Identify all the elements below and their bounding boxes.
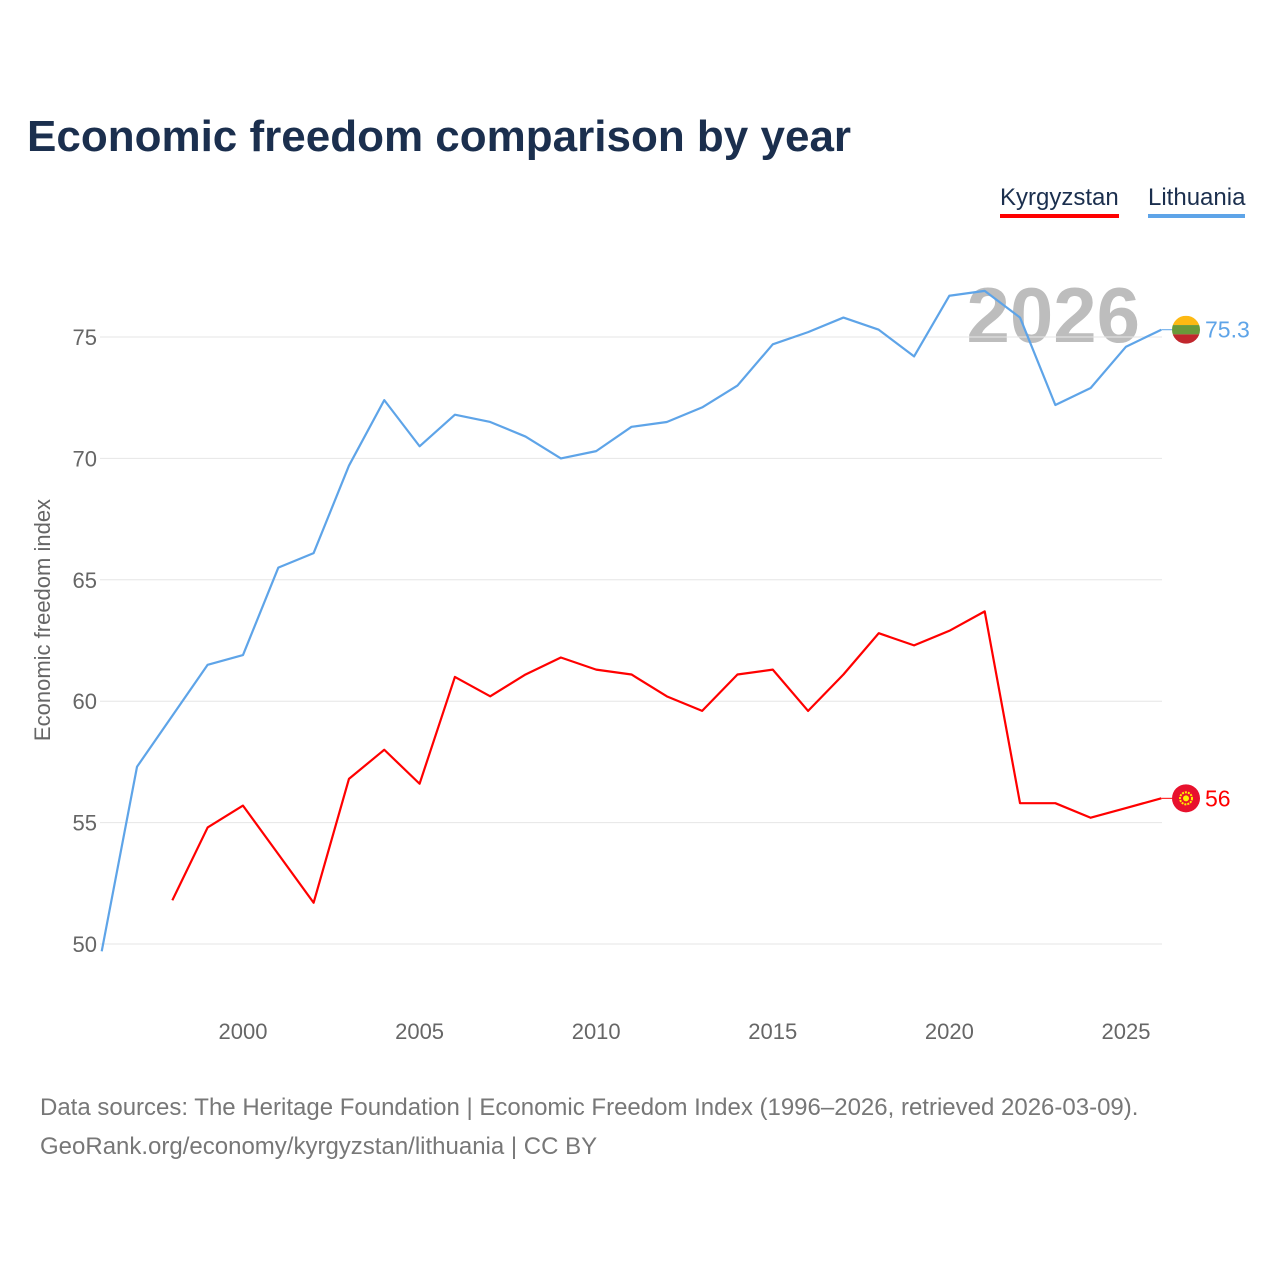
y-tick-label: 50 xyxy=(73,932,97,957)
flag-stripe xyxy=(1172,315,1200,326)
x-tick-label: 2010 xyxy=(572,1019,621,1044)
legend-item-kyrgyzstan[interactable]: Kyrgyzstan xyxy=(1000,184,1119,218)
flag-icon-kyrgyzstan xyxy=(1172,784,1200,813)
y-tick-label: 75 xyxy=(73,325,97,350)
chart-title: Economic freedom comparison by year xyxy=(27,112,852,161)
series-line-kyrgyzstan xyxy=(171,610,1162,904)
y-tick-label: 65 xyxy=(73,568,97,593)
x-tick-label: 2020 xyxy=(925,1019,974,1044)
y-axis-label: Economic freedom index xyxy=(30,499,55,741)
x-tick-label: 2025 xyxy=(1102,1019,1151,1044)
source-line-2[interactable]: GeoRank.org/economy/kyrgyzstan/lithuania… xyxy=(40,1133,598,1160)
data-source-note: Data sources: The Heritage Foundation | … xyxy=(40,1088,1138,1166)
flag-stripe xyxy=(1172,334,1200,344)
flag-sun xyxy=(1179,791,1193,806)
y-tick-label: 60 xyxy=(73,689,97,714)
source-line-1: Data sources: The Heritage Foundation | … xyxy=(40,1094,1139,1121)
end-value-label: 75.3 xyxy=(1205,317,1250,343)
year-watermark: 2026 xyxy=(966,271,1140,359)
x-tick-label: 2005 xyxy=(395,1019,444,1044)
flag-stripe xyxy=(1172,325,1200,335)
flag-icon-lithuania xyxy=(1172,315,1200,344)
series-line-lithuania xyxy=(100,289,1162,952)
y-tick-label: 70 xyxy=(73,446,97,471)
x-tick-label: 2000 xyxy=(219,1019,268,1044)
x-tick-label: 2015 xyxy=(748,1019,797,1044)
end-value-label: 56 xyxy=(1205,785,1231,811)
legend-item-lithuania[interactable]: Lithuania xyxy=(1148,184,1246,218)
y-tick-label: 55 xyxy=(73,811,97,836)
flag-sun-center xyxy=(1183,795,1189,802)
